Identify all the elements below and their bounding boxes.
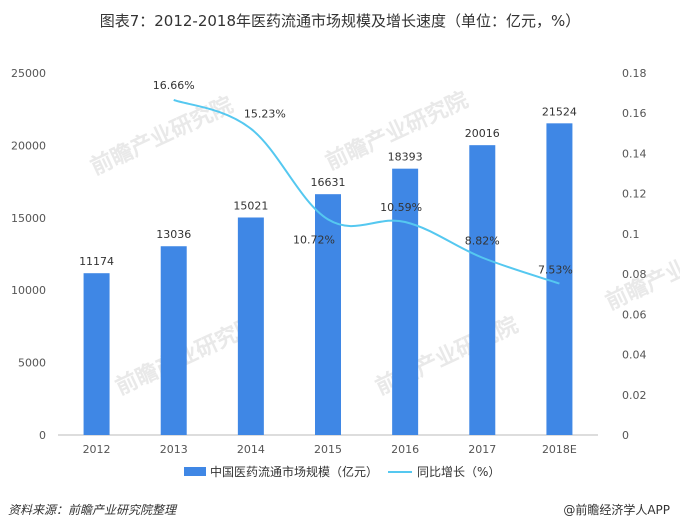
bar — [392, 168, 419, 435]
right-axis-tick-label: 0.02 — [622, 389, 647, 402]
source-note: 资料来源：前瞻产业研究院整理 — [8, 503, 177, 517]
left-axis-tick-label: 20000 — [11, 139, 46, 152]
right-axis-tick-label: 0.04 — [622, 349, 647, 362]
bar-value-label: 16631 — [311, 176, 346, 189]
growth-value-label: 15.23% — [244, 108, 286, 121]
right-axis-tick-label: 0.08 — [622, 268, 647, 281]
growth-value-label: 7.53% — [538, 264, 573, 277]
bar — [160, 246, 187, 435]
x-axis-tick-label: 2012 — [83, 443, 111, 456]
bar — [315, 194, 341, 435]
x-axis-tick-label: 2017 — [468, 443, 496, 456]
x-axis-tick-label: 2016 — [391, 443, 419, 456]
growth-value-label: 16.66% — [153, 79, 195, 92]
left-axis-tick-label: 15000 — [11, 212, 46, 225]
right-axis-tick-label: 0.14 — [622, 147, 647, 160]
bars — [83, 123, 573, 435]
legend-bar-swatch — [184, 467, 206, 476]
chart-title: 图表7：2012-2018年医药流通市场规模及增长速度（单位：亿元，%） — [99, 12, 581, 30]
bar — [237, 217, 264, 435]
bar — [83, 273, 110, 435]
left-axis-tick-label: 5000 — [18, 357, 46, 370]
legend: 中国医药流通市场规模（亿元） 同比增长（%） — [184, 464, 500, 479]
axes: 0 5000 10000 15000 20000 25000 0 0.02 0.04 0.06 0.… — [11, 67, 647, 456]
right-axis-tick-label: 0 — [622, 429, 629, 442]
x-axis-tick-label: 2013 — [160, 443, 188, 456]
left-axis-tick-label: 25000 — [11, 67, 46, 80]
bar-value-label: 20016 — [465, 127, 500, 140]
bar-value-label: 13036 — [156, 228, 191, 241]
brand-credit: @前瞻经济学人APP — [563, 503, 670, 517]
legend-line-label: 同比增长（%） — [417, 465, 500, 479]
growth-value-label: 10.59% — [380, 201, 422, 214]
bar-value-label: 11174 — [79, 255, 114, 268]
bar — [546, 123, 573, 435]
growth-line — [173, 99, 560, 285]
left-axis-tick-label: 0 — [39, 429, 46, 442]
legend-bar-label: 中国医药流通市场规模（亿元） — [210, 464, 378, 479]
growth-value-label: 10.72% — [293, 233, 335, 246]
x-axis-tick-label: 2014 — [237, 443, 265, 456]
growth-line-path — [173, 99, 560, 285]
left-axis-tick-label: 10000 — [11, 284, 46, 297]
bar-value-label: 18393 — [388, 151, 423, 164]
bar — [469, 145, 496, 435]
right-axis-tick-label: 0.1 — [622, 228, 640, 241]
data-labels: 11174 13036 15021 16631 18393 20016 21524 16.66… — [79, 79, 577, 277]
watermark-text: 前瞻产业研究院 — [87, 92, 238, 181]
bar-value-label: 15021 — [233, 199, 268, 212]
right-axis-tick-label: 0.06 — [622, 308, 647, 321]
x-axis-tick-label: 2015 — [314, 443, 342, 456]
right-axis-tick-label: 0.18 — [622, 67, 647, 80]
bar-value-label: 21524 — [542, 105, 577, 118]
x-axis-tick-label: 2018E — [542, 443, 577, 456]
growth-value-label: 8.82% — [465, 235, 500, 248]
right-axis-tick-label: 0.16 — [622, 107, 647, 120]
footer: 资料来源：前瞻产业研究院整理 @前瞻经济学人APP — [0, 494, 680, 525]
right-axis-tick-label: 0.12 — [622, 188, 647, 201]
